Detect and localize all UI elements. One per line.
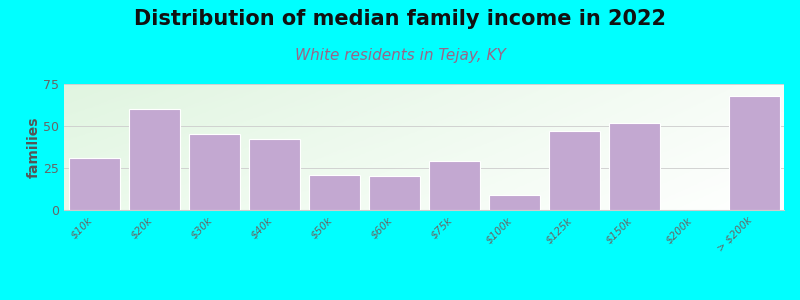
Bar	[249, 140, 299, 210]
Bar	[609, 123, 659, 210]
Bar	[129, 109, 179, 210]
Text: Distribution of median family income in 2022: Distribution of median family income in …	[134, 9, 666, 29]
Text: White residents in Tejay, KY: White residents in Tejay, KY	[294, 48, 506, 63]
Bar	[309, 175, 359, 210]
Bar	[69, 158, 119, 210]
Bar	[369, 176, 419, 210]
Bar	[549, 131, 599, 210]
Bar	[489, 195, 539, 210]
Y-axis label: families: families	[26, 116, 40, 178]
Bar	[429, 161, 479, 210]
Bar	[189, 134, 239, 210]
Bar	[729, 96, 779, 210]
